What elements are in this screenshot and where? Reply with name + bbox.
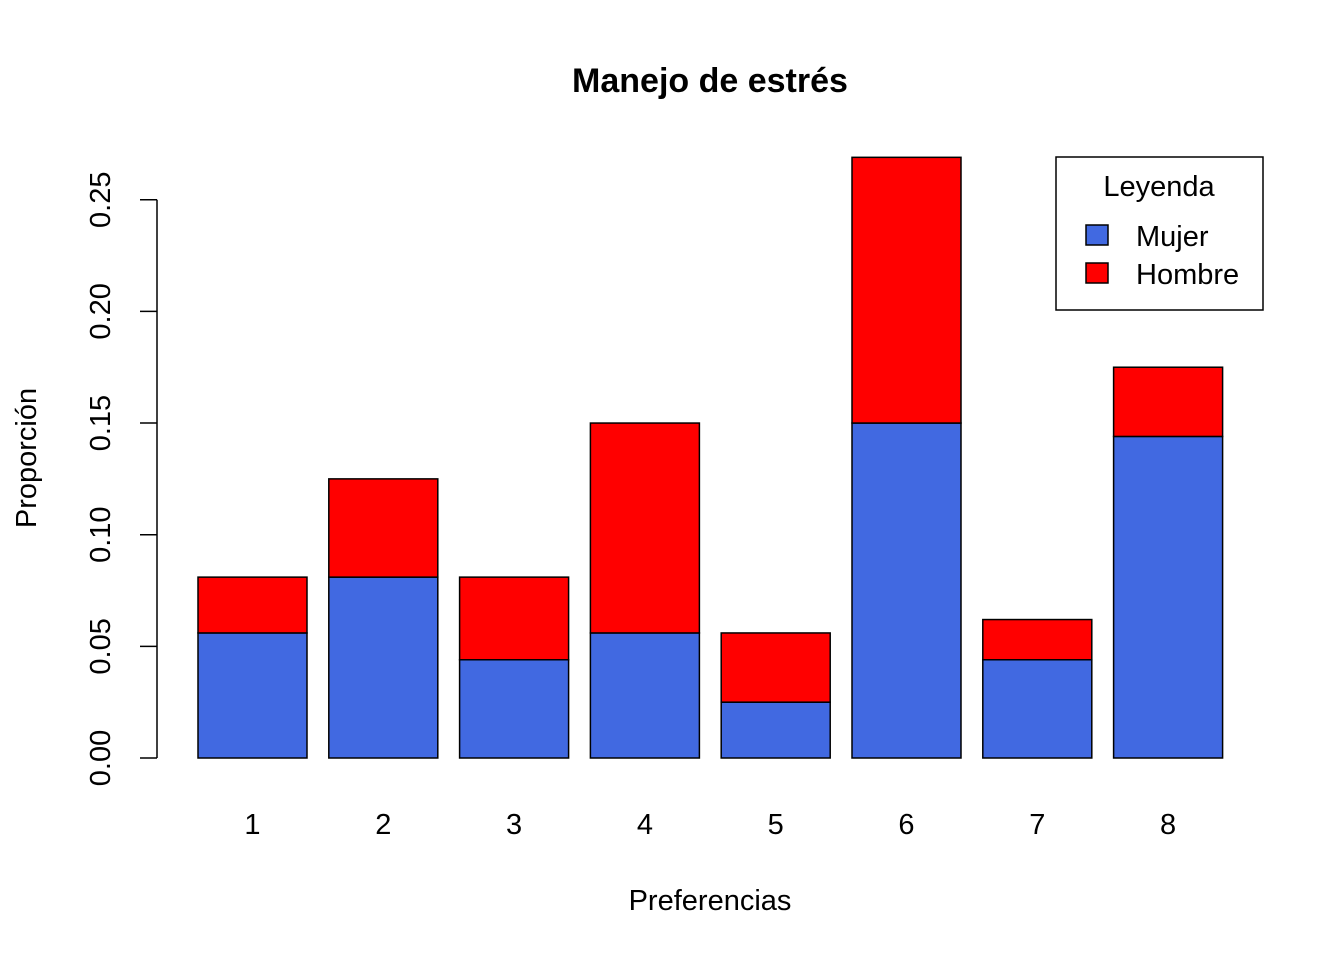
y-tick-label: 0.15 [85,395,117,451]
y-tick-label: 0.25 [85,172,117,228]
x-tick-label: 1 [244,809,260,841]
x-tick-label: 5 [768,809,784,841]
bar-hombre-5 [720,632,831,703]
y-tick-label: 0.05 [85,618,117,674]
x-tick-label: 3 [506,809,522,841]
bar-hombre-2 [328,478,439,578]
x-tick-label: 6 [898,809,914,841]
x-tick-label: 4 [637,809,653,841]
bars [197,156,1224,759]
y-tick-label: 0.20 [85,283,117,339]
legend-title: Leyenda [1103,171,1215,203]
bar-mujer-4 [589,632,701,759]
x-tick-label: 2 [375,809,391,841]
bar-hombre-1 [197,576,308,634]
y-tick-label: 0.00 [85,730,117,786]
chart-title: Manejo de estrés [572,62,848,100]
y-tick-label: 0.10 [85,506,117,562]
x-tick-label: 8 [1160,809,1176,841]
legend-swatch-mujer [1085,224,1109,246]
bar-mujer-3 [458,658,570,759]
legend: Leyenda Mujer Hombre [1055,156,1264,311]
bar-mujer-2 [328,576,439,759]
x-tick-labels: 1 2 3 4 5 6 7 8 [244,809,1176,841]
x-axis-label: Preferencias [629,885,792,917]
legend-label-mujer: Mujer [1136,221,1209,253]
bar-hombre-3 [458,576,570,661]
bar-mujer-1 [197,632,308,759]
bar-mujer-6 [851,422,962,759]
x-tick-label: 7 [1029,809,1045,841]
legend-swatch-hombre [1085,262,1109,284]
bar-hombre-8 [1112,366,1224,438]
bar-hombre-7 [982,618,1093,661]
bar-mujer-7 [982,658,1093,759]
y-axis: 0.00 0.05 0.10 0.15 0.20 0.25 [85,172,158,786]
legend-label-hombre: Hombre [1136,259,1239,291]
y-axis-label: Proporción [11,388,43,528]
bar-hombre-6 [851,156,962,424]
bar-mujer-5 [720,701,831,759]
bar-hombre-4 [589,422,701,634]
bar-mujer-8 [1112,435,1224,759]
